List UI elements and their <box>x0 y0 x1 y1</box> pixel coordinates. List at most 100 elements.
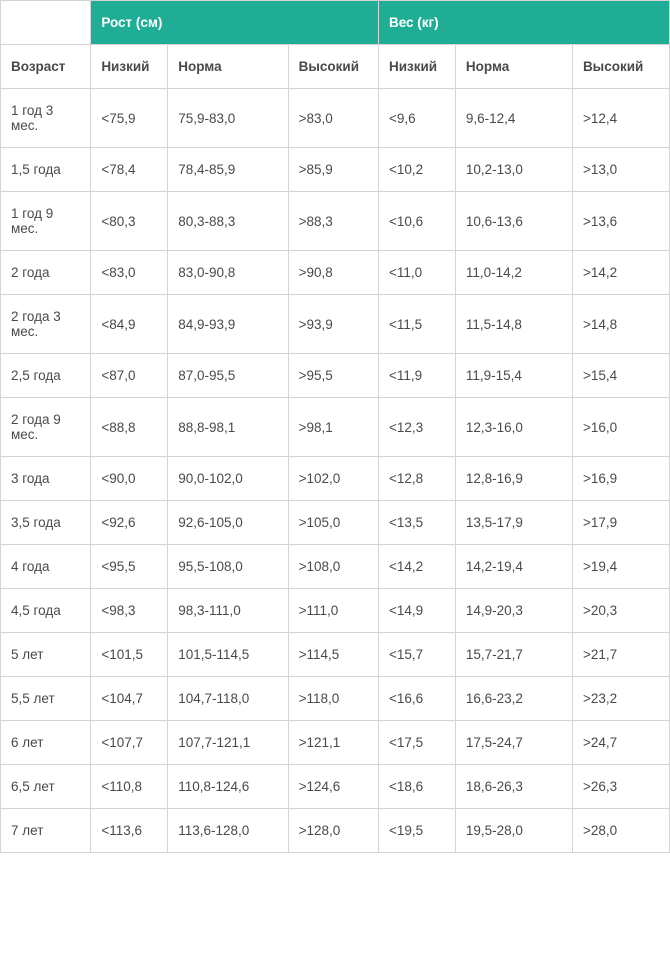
cell-value: >111,0 <box>288 589 378 633</box>
cell-value: >108,0 <box>288 545 378 589</box>
cell-value: 98,3-111,0 <box>168 589 288 633</box>
cell-age: 6 лет <box>1 721 91 765</box>
cell-value: >19,4 <box>572 545 669 589</box>
cell-value: <11,5 <box>378 295 455 354</box>
cell-age: 3 года <box>1 457 91 501</box>
cell-value: 15,7-21,7 <box>455 633 572 677</box>
cell-value: 80,3-88,3 <box>168 192 288 251</box>
cell-age: 4,5 года <box>1 589 91 633</box>
cell-value: 12,3-16,0 <box>455 398 572 457</box>
table-row: 1 год 9 мес.<80,380,3-88,3>88,3<10,610,6… <box>1 192 670 251</box>
cell-value: >83,0 <box>288 89 378 148</box>
cell-value: >95,5 <box>288 354 378 398</box>
table-header: Рост (см) Вес (кг) Возраст Низкий Норма … <box>1 1 670 89</box>
cell-age: 4 года <box>1 545 91 589</box>
cell-value: 11,9-15,4 <box>455 354 572 398</box>
cell-value: 14,2-19,4 <box>455 545 572 589</box>
cell-age: 3,5 года <box>1 501 91 545</box>
cell-value: <84,9 <box>91 295 168 354</box>
cell-value: >16,9 <box>572 457 669 501</box>
table-row: 5 лет<101,5101,5-114,5>114,5<15,715,7-21… <box>1 633 670 677</box>
cell-value: 95,5-108,0 <box>168 545 288 589</box>
group-header-weight: Вес (кг) <box>378 1 669 45</box>
table-row: 2,5 года<87,087,0-95,5>95,5<11,911,9-15,… <box>1 354 670 398</box>
cell-value: <14,9 <box>378 589 455 633</box>
cell-value: >128,0 <box>288 809 378 853</box>
cell-value: 16,6-23,2 <box>455 677 572 721</box>
cell-value: >14,2 <box>572 251 669 295</box>
table-row: 5,5 лет<104,7104,7-118,0>118,0<16,616,6-… <box>1 677 670 721</box>
cell-value: <10,2 <box>378 148 455 192</box>
cell-value: <107,7 <box>91 721 168 765</box>
cell-value: >105,0 <box>288 501 378 545</box>
cell-age: 1 год 9 мес. <box>1 192 91 251</box>
cell-value: >23,2 <box>572 677 669 721</box>
cell-value: 78,4-85,9 <box>168 148 288 192</box>
cell-value: 18,6-26,3 <box>455 765 572 809</box>
cell-value: <17,5 <box>378 721 455 765</box>
col-height-norm: Норма <box>168 45 288 89</box>
cell-value: <12,3 <box>378 398 455 457</box>
cell-value: >16,0 <box>572 398 669 457</box>
header-empty <box>1 1 91 45</box>
cell-value: >90,8 <box>288 251 378 295</box>
cell-value: 11,0-14,2 <box>455 251 572 295</box>
cell-value: >85,9 <box>288 148 378 192</box>
table-row: 7 лет<113,6113,6-128,0>128,0<19,519,5-28… <box>1 809 670 853</box>
cell-value: <104,7 <box>91 677 168 721</box>
cell-value: <13,5 <box>378 501 455 545</box>
table-row: 1 год 3 мес.<75,975,9-83,0>83,0<9,69,6-1… <box>1 89 670 148</box>
cell-value: <90,0 <box>91 457 168 501</box>
cell-value: <14,2 <box>378 545 455 589</box>
cell-value: <9,6 <box>378 89 455 148</box>
table-row: 3,5 года<92,692,6-105,0>105,0<13,513,5-1… <box>1 501 670 545</box>
cell-value: 104,7-118,0 <box>168 677 288 721</box>
cell-value: >121,1 <box>288 721 378 765</box>
col-height-high: Высокий <box>288 45 378 89</box>
col-age: Возраст <box>1 45 91 89</box>
growth-weight-table: Рост (см) Вес (кг) Возраст Низкий Норма … <box>0 0 670 853</box>
cell-value: <11,0 <box>378 251 455 295</box>
cell-value: <18,6 <box>378 765 455 809</box>
cell-value: 92,6-105,0 <box>168 501 288 545</box>
cell-value: <92,6 <box>91 501 168 545</box>
cell-value: 84,9-93,9 <box>168 295 288 354</box>
cell-value: 19,5-28,0 <box>455 809 572 853</box>
cell-value: <83,0 <box>91 251 168 295</box>
cell-value: 107,7-121,1 <box>168 721 288 765</box>
table-row: 4 года<95,595,5-108,0>108,0<14,214,2-19,… <box>1 545 670 589</box>
cell-value: >20,3 <box>572 589 669 633</box>
cell-value: >21,7 <box>572 633 669 677</box>
cell-age: 1,5 года <box>1 148 91 192</box>
cell-value: 110,8-124,6 <box>168 765 288 809</box>
table-row: 2 года 3 мес.<84,984,9-93,9>93,9<11,511,… <box>1 295 670 354</box>
cell-value: 12,8-16,9 <box>455 457 572 501</box>
cell-value: <15,7 <box>378 633 455 677</box>
cell-age: 2 года 3 мес. <box>1 295 91 354</box>
cell-value: >93,9 <box>288 295 378 354</box>
cell-age: 6,5 лет <box>1 765 91 809</box>
cell-value: 10,6-13,6 <box>455 192 572 251</box>
cell-value: <98,3 <box>91 589 168 633</box>
cell-value: 9,6-12,4 <box>455 89 572 148</box>
cell-value: 75,9-83,0 <box>168 89 288 148</box>
cell-age: 5 лет <box>1 633 91 677</box>
cell-value: >88,3 <box>288 192 378 251</box>
cell-value: <19,5 <box>378 809 455 853</box>
cell-value: <78,4 <box>91 148 168 192</box>
table-row: 6,5 лет<110,8110,8-124,6>124,6<18,618,6-… <box>1 765 670 809</box>
cell-value: >13,0 <box>572 148 669 192</box>
cell-value: <75,9 <box>91 89 168 148</box>
cell-value: 113,6-128,0 <box>168 809 288 853</box>
cell-value: >98,1 <box>288 398 378 457</box>
cell-value: <88,8 <box>91 398 168 457</box>
cell-value: 83,0-90,8 <box>168 251 288 295</box>
cell-age: 5,5 лет <box>1 677 91 721</box>
cell-value: >24,7 <box>572 721 669 765</box>
table-row: 4,5 года<98,398,3-111,0>111,0<14,914,9-2… <box>1 589 670 633</box>
cell-value: 90,0-102,0 <box>168 457 288 501</box>
cell-value: >118,0 <box>288 677 378 721</box>
cell-value: 10,2-13,0 <box>455 148 572 192</box>
cell-value: <12,8 <box>378 457 455 501</box>
group-header-height: Рост (см) <box>91 1 379 45</box>
